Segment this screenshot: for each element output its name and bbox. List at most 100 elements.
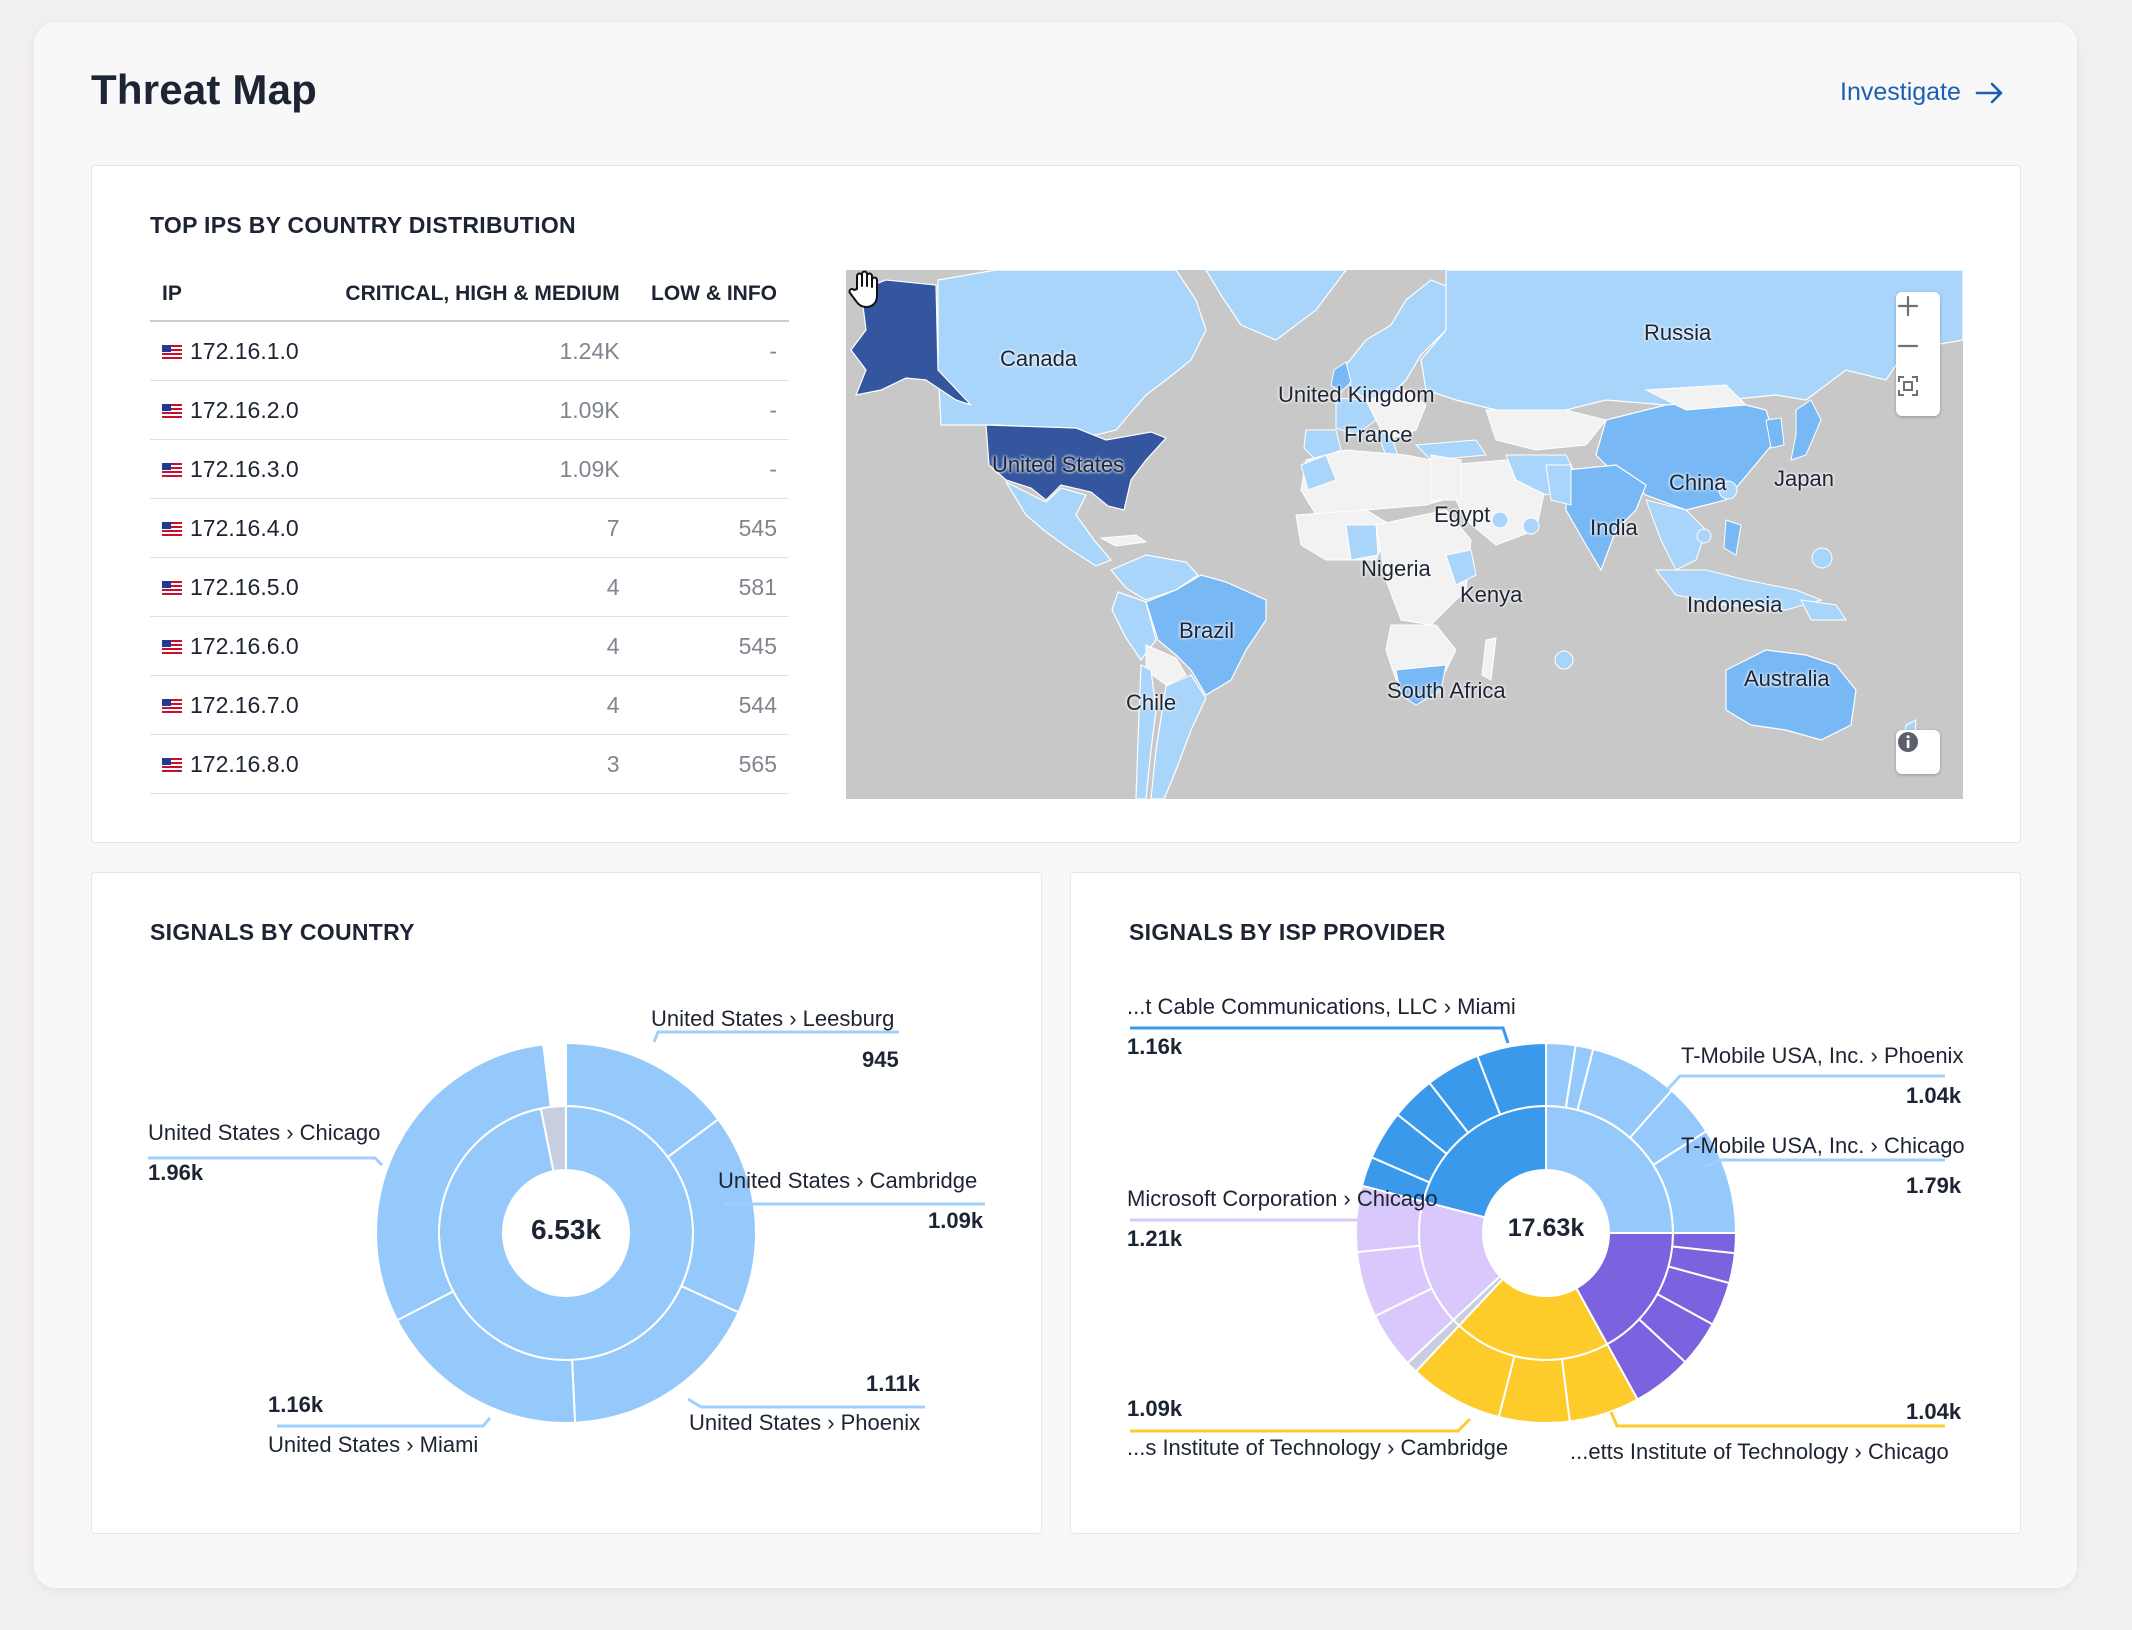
ip-cell[interactable]: 172.16.4.0 (150, 498, 319, 558)
callout-value: 1.16k (1127, 1034, 1183, 1059)
signals-isp-title: SIGNALS BY ISP PROVIDER (1129, 919, 1446, 945)
isp-city-slice[interactable] (1476, 1041, 1547, 1116)
callout-value: 1.09k (928, 1208, 984, 1233)
region-brazil (1145, 574, 1267, 696)
table-row[interactable]: 172.16.4.0 7 545 (150, 498, 789, 558)
callout-value: 1.04k (1906, 1399, 1962, 1424)
us-flag-icon (162, 345, 182, 360)
table-row[interactable]: 172.16.5.0 4 581 (150, 557, 789, 617)
critical-count-cell: 1.09K (318, 380, 632, 440)
signals-country-chart (148, 1030, 985, 1428)
region-egypt (1430, 454, 1462, 501)
map-label-japan: Japan (1774, 466, 1834, 491)
callout-value: 1.16k (268, 1392, 324, 1417)
low-count-cell: 581 (631, 557, 789, 617)
critical-count-cell: 7 (318, 498, 632, 558)
region-usa (985, 424, 1168, 511)
ip-cell[interactable]: 172.16.8.0 (150, 734, 319, 794)
callout-label: Microsoft Corporation › Chicago (1127, 1186, 1438, 1211)
callout-value: 1.21k (1127, 1226, 1183, 1251)
island-marker (1522, 517, 1540, 535)
ip-cell[interactable]: 172.16.6.0 (150, 616, 319, 676)
region-morocco (1300, 454, 1337, 491)
map-info-button[interactable] (1896, 730, 1940, 774)
us-flag-icon (162, 581, 182, 596)
low-count-cell: - (631, 321, 789, 381)
column-header-critical[interactable]: CRITICAL, HIGH & MEDIUM (318, 268, 632, 322)
us-flag-icon (162, 522, 182, 537)
island-marker (1696, 528, 1712, 544)
leader-line (1130, 1417, 1472, 1433)
callout-label: T-Mobile USA, Inc. › Phoenix (1681, 1043, 1964, 1068)
region-mongolia (1644, 384, 1748, 411)
map-label-india: India (1590, 515, 1638, 540)
leader-line (687, 1397, 925, 1409)
critical-count-cell: 4 (318, 557, 632, 617)
callout-value: 1.04k (1906, 1083, 1962, 1108)
island-marker (1554, 650, 1574, 670)
map-label-south-africa: South Africa (1387, 678, 1506, 703)
region-indonesia (1654, 569, 1823, 611)
column-header-low[interactable]: LOW & INFO (631, 268, 789, 322)
map-label-brazil: Brazil (1179, 618, 1235, 643)
region-mexico (1004, 480, 1112, 567)
table-row[interactable]: 172.16.7.0 4 544 (150, 675, 789, 735)
map-label-united-states: United States (992, 452, 1125, 477)
callout-label: United States › Leesburg (651, 1006, 895, 1031)
investigate-link[interactable]: Investigate (1840, 78, 2005, 107)
map-label-indonesia: Indonesia (1687, 592, 1783, 617)
signals-isp-chart (1130, 1026, 1945, 1433)
investigate-label: Investigate (1840, 78, 1961, 106)
region-nigeria (1345, 524, 1379, 561)
ip-cell[interactable]: 172.16.1.0 (150, 321, 319, 381)
island-marker (1491, 511, 1509, 529)
column-header-ip[interactable]: IP (150, 268, 319, 322)
table-row[interactable]: 172.16.2.0 1.09K - (150, 380, 789, 440)
table-row[interactable]: 172.16.3.0 1.09K - (150, 439, 789, 499)
table-row[interactable]: 172.16.6.0 4 545 (150, 616, 789, 676)
us-flag-icon (162, 758, 182, 773)
region-japan (1790, 399, 1822, 461)
region-chile (1135, 664, 1157, 799)
map-label-china: China (1669, 470, 1727, 495)
table-row[interactable]: 172.16.1.0 1.24K - (150, 321, 789, 381)
ip-cell[interactable]: 172.16.5.0 (150, 557, 319, 617)
table-row[interactable]: 172.16.8.0 3 565 (150, 734, 789, 794)
region-kenya (1445, 549, 1477, 586)
signals-isp-total: 17.63k (1507, 1214, 1585, 1242)
hand-cursor-icon (848, 270, 878, 308)
signals-country-title: SIGNALS BY COUNTRY (150, 919, 415, 945)
region-india (1565, 464, 1647, 572)
ip-cell[interactable]: 172.16.7.0 (150, 675, 319, 735)
city-slice[interactable] (375, 1043, 552, 1322)
region-central-africa (1375, 509, 1472, 626)
ip-cell[interactable]: 172.16.3.0 (150, 439, 319, 499)
region-kazakhstan (1485, 409, 1607, 451)
zoom-out-button[interactable] (1896, 334, 1940, 374)
us-flag-icon (162, 404, 182, 419)
ip-address: 172.16.7.0 (190, 691, 299, 718)
map-label-united-kingdom: United Kingdom (1278, 382, 1435, 407)
top-ips-table: IP CRITICAL, HIGH & MEDIUM LOW & INFO 17… (150, 268, 789, 794)
plus-icon (1897, 295, 1919, 317)
ip-address: 172.16.8.0 (190, 750, 299, 777)
ip-address: 172.16.4.0 (190, 514, 299, 541)
callout-label: ...etts Institute of Technology › Chicag… (1570, 1439, 1949, 1464)
leader-line (1665, 1074, 1945, 1092)
fit-bounds-button[interactable] (1896, 374, 1940, 414)
map-label-kenya: Kenya (1460, 582, 1523, 607)
callout-value: 1.09k (1127, 1396, 1183, 1421)
ip-cell[interactable]: 172.16.2.0 (150, 380, 319, 440)
signals-country-total: 6.53k (530, 1214, 602, 1245)
region-se-asia (1645, 499, 1707, 571)
world-map[interactable]: Canada Russia United Kingdom France Unit… (846, 270, 1963, 799)
ip-address: 172.16.2.0 (190, 396, 299, 423)
callout-label: United States › Miami (268, 1432, 479, 1457)
critical-count-cell: 4 (318, 616, 632, 676)
page-title: Threat Map (91, 66, 318, 113)
zoom-in-button[interactable] (1896, 294, 1940, 334)
callout-label: ...s Institute of Technology › Cambridge (1127, 1435, 1509, 1460)
table-header-row: IP CRITICAL, HIGH & MEDIUM LOW & INFO (150, 268, 789, 322)
region-canada (937, 270, 1207, 441)
map-label-canada: Canada (1000, 346, 1078, 371)
